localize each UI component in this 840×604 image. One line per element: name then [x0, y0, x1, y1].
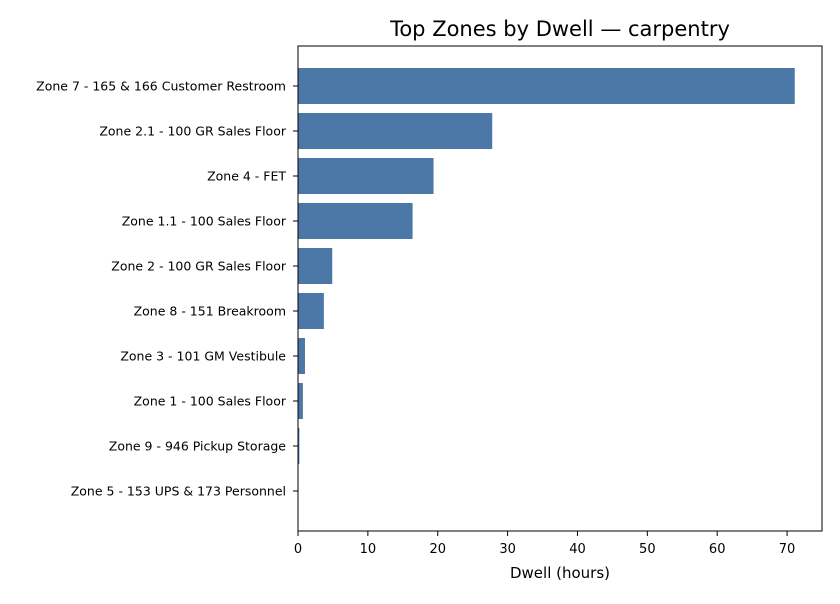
category-label: Zone 3 - 101 GM Vestibule: [120, 349, 286, 364]
x-tick-label: 30: [499, 542, 516, 557]
category-label: Zone 4 - FET: [207, 169, 286, 184]
category-label: Zone 2.1 - 100 GR Sales Floor: [99, 124, 287, 139]
category-label: Zone 5 - 153 UPS & 173 Personnel: [71, 484, 286, 499]
x-tick-label: 70: [779, 542, 796, 557]
bar-8: [298, 383, 303, 419]
category-label: Zone 1 - 100 Sales Floor: [134, 394, 287, 409]
chart-title: Top Zones by Dwell — carpentry: [389, 17, 730, 41]
bar-6: [298, 293, 324, 329]
bar-4: [298, 203, 413, 239]
x-axis-label: Dwell (hours): [510, 564, 610, 582]
category-label: Zone 7 - 165 & 166 Customer Restroom: [36, 79, 286, 94]
bar-2: [298, 113, 492, 149]
x-tick-label: 40: [569, 542, 586, 557]
x-tick-label: 20: [429, 542, 446, 557]
x-tick-label: 10: [360, 542, 377, 557]
x-ticks-group: 0 10 20 30 40 50 60 70: [294, 531, 795, 557]
x-tick-label: 0: [294, 542, 302, 557]
category-label: Zone 9 - 946 Pickup Storage: [109, 439, 287, 454]
bars-group: [298, 68, 795, 509]
category-label: Zone 1.1 - 100 Sales Floor: [122, 214, 287, 229]
category-label: Zone 2 - 100 GR Sales Floor: [111, 259, 287, 274]
x-tick-label: 50: [639, 542, 656, 557]
bar-3: [298, 158, 434, 194]
bar-7: [298, 338, 305, 374]
x-tick-label: 60: [709, 542, 726, 557]
category-labels-group: Zone 7 - 165 & 166 Customer Restroom Zone…: [36, 79, 298, 499]
bar-5: [298, 248, 332, 284]
category-label: Zone 8 - 151 Breakroom: [134, 304, 286, 319]
bar-1: [298, 68, 795, 104]
